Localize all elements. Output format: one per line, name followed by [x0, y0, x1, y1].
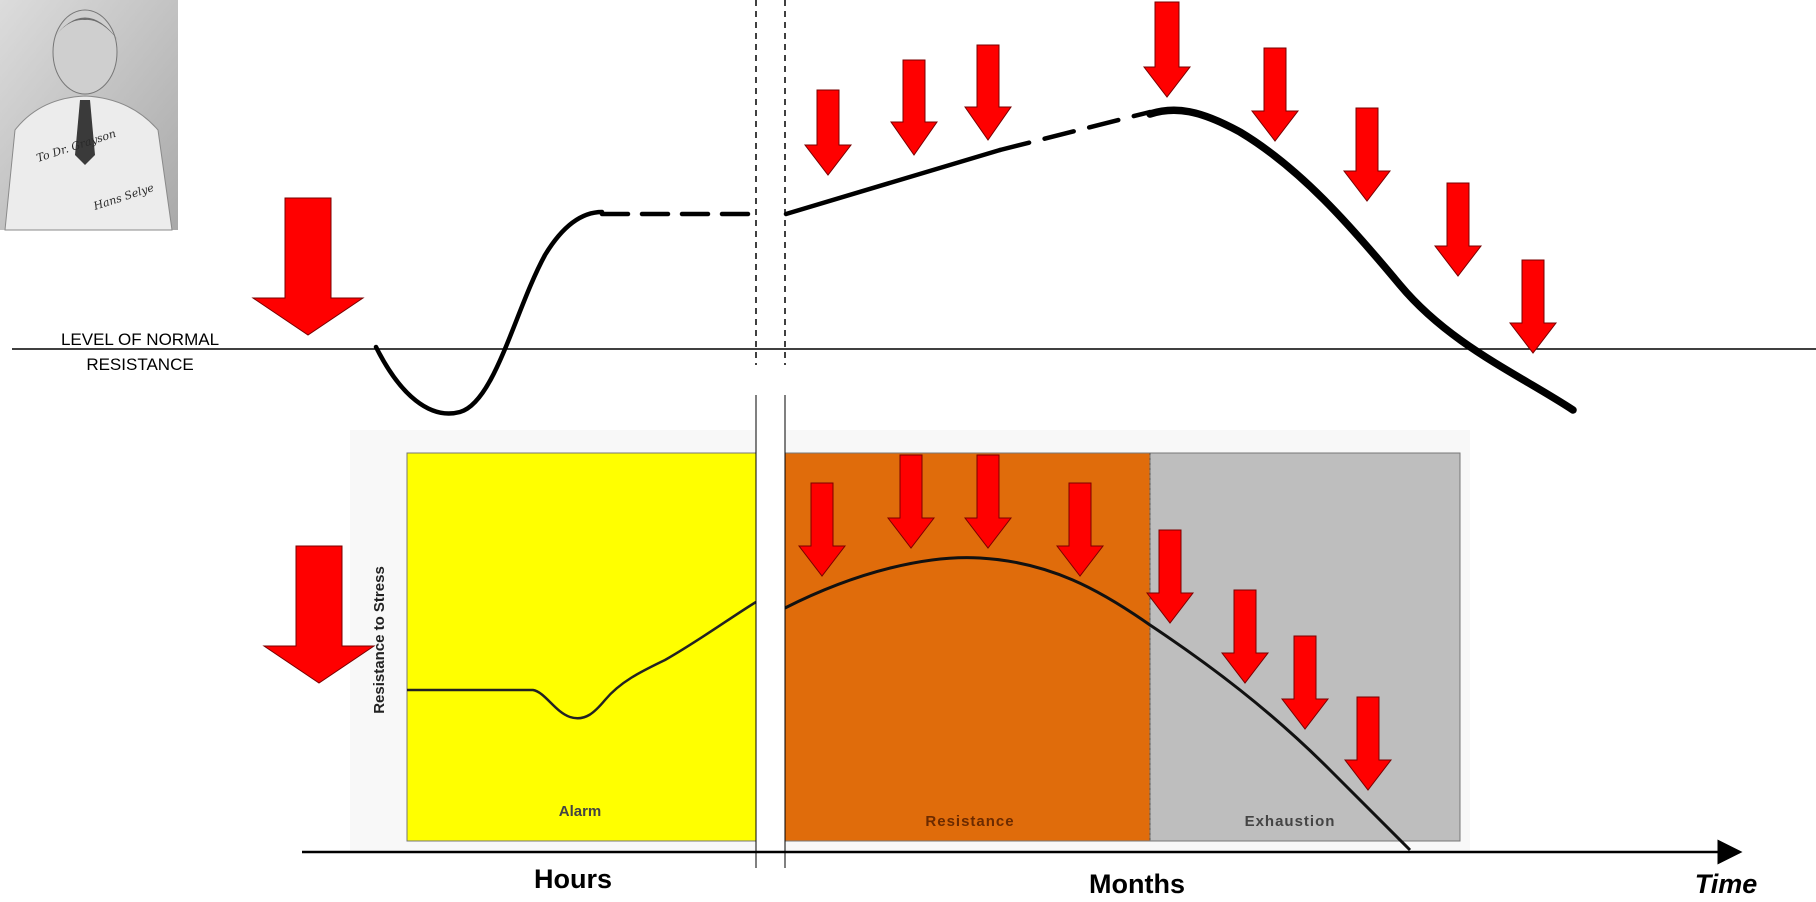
- stressor-arrow-9: [1433, 182, 1483, 277]
- scale-break-band: [756, 390, 785, 870]
- portrait-hair: [52, 17, 118, 40]
- stressor-arrow-4: [890, 59, 938, 156]
- stressor-arrow-11: [797, 482, 847, 577]
- stressor-arrow-3: [803, 89, 853, 176]
- stressor-arrow-1: [251, 197, 365, 336]
- resistance-curve-segment: [783, 147, 1003, 217]
- upper-resistance-curve: [373, 106, 1577, 416]
- portrait-coat: [4, 95, 173, 231]
- stressor-arrow-6: [1142, 1, 1192, 98]
- stressor-arrow-17: [1280, 635, 1330, 730]
- alarm-curve-segment: [373, 209, 605, 416]
- phase-label-resistance: Resistance: [925, 813, 1014, 830]
- axis-label-hours: Hours: [534, 864, 612, 894]
- exhaustion-curve-segment: [1146, 106, 1577, 414]
- axis-label-months: Months: [1089, 869, 1185, 899]
- phase-label-alarm: Alarm: [559, 803, 602, 820]
- stressor-arrow-10: [1508, 259, 1558, 354]
- resistance-phase-region: [784, 452, 1151, 842]
- inner-chart: Alarm Resistance Exhaustion Resistance t…: [350, 430, 1470, 852]
- stressor-arrow-8: [1342, 107, 1392, 202]
- phase-label-exhaustion: Exhaustion: [1245, 813, 1336, 830]
- portrait-face: [52, 9, 118, 95]
- stressor-arrow-7: [1250, 47, 1300, 142]
- stressor-arrow-13: [963, 454, 1013, 549]
- resistance-dashed-segment: [997, 109, 1153, 153]
- stressor-arrow-5: [964, 44, 1012, 141]
- normal-level-label-line2: RESISTANCE: [86, 355, 193, 374]
- stressor-arrow-2: [262, 545, 376, 684]
- inner-chart-ylabel: Resistance to Stress: [371, 566, 388, 714]
- stressor-arrow-12: [886, 454, 936, 549]
- inner-curve-alarm: [407, 600, 757, 720]
- stressor-arrow-16: [1220, 589, 1270, 684]
- portrait-photo: To Dr. Grayson Hans Selye: [0, 0, 178, 231]
- stressor-arrows: [251, 1, 1558, 791]
- portrait-tie: [75, 100, 95, 165]
- alarm-phase-region: [406, 452, 757, 842]
- stressor-arrow-18: [1343, 696, 1393, 791]
- inner-curve-resistance-exhaustion: [784, 556, 1412, 852]
- axis-label-time: Time: [1695, 869, 1758, 899]
- stressor-arrow-15: [1145, 529, 1195, 624]
- stressor-arrow-14: [1055, 482, 1105, 577]
- normal-level-label-line1: LEVEL OF NORMAL: [61, 330, 219, 349]
